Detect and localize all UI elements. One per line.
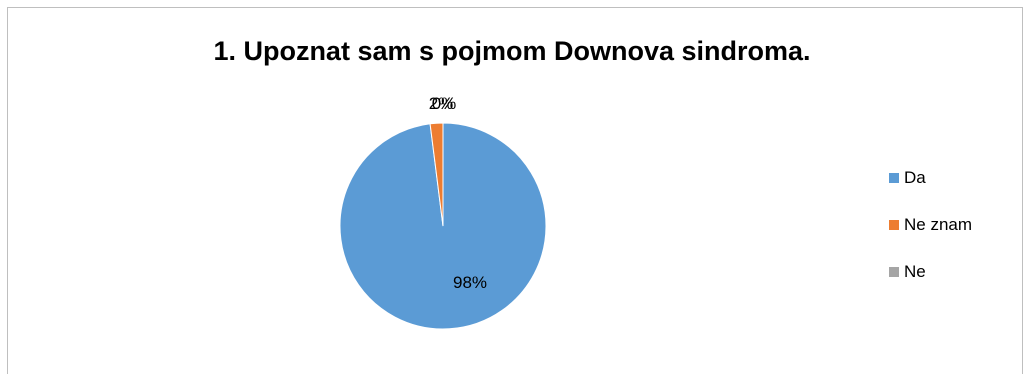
data-label-ne: 0%	[432, 94, 457, 113]
data-label-da: 98%	[453, 273, 487, 292]
legend-swatch-ne-znam	[889, 220, 899, 230]
pie-slice-ne-znam	[429, 122, 444, 227]
legend-item-ne: Ne	[889, 260, 926, 284]
legend-label-ne: Ne	[904, 262, 926, 281]
chart-title: 1. Upoznat sam s pojmom Downova sindroma…	[213, 36, 811, 66]
data-label-ne-znam: 2%	[429, 94, 454, 113]
legend-swatch-ne	[889, 267, 899, 277]
legend-label-da: Da	[904, 168, 926, 187]
legend-item-da: Da	[889, 166, 926, 190]
legend-label-ne-znam: Ne znam	[904, 215, 973, 234]
legend-item-ne-znam: Ne znam	[889, 213, 972, 237]
legend-swatch-da	[889, 173, 899, 183]
